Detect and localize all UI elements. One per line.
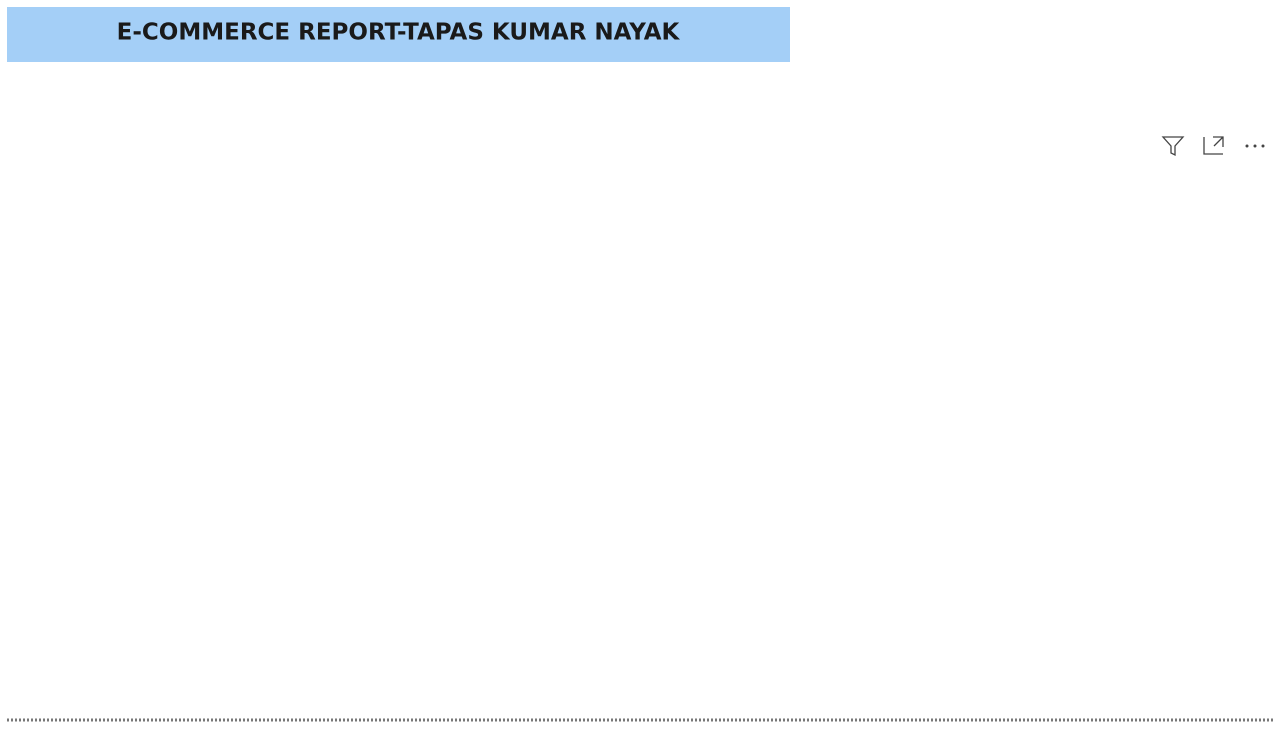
visual-header-icons[interactable] xyxy=(1156,128,1273,160)
title-box xyxy=(7,7,790,62)
filter-glyph xyxy=(1161,136,1185,157)
focus-icon[interactable] xyxy=(1196,128,1232,160)
dot xyxy=(1261,144,1265,148)
dot xyxy=(1253,144,1257,148)
report-title: E-COMMERCE REPORT-TAPAS KUMAR NAYAK xyxy=(117,20,681,46)
more-icon[interactable] xyxy=(1237,128,1273,160)
filter-icon[interactable] xyxy=(1156,128,1191,160)
focus-glyph xyxy=(1203,136,1224,155)
dot xyxy=(1245,144,1249,148)
